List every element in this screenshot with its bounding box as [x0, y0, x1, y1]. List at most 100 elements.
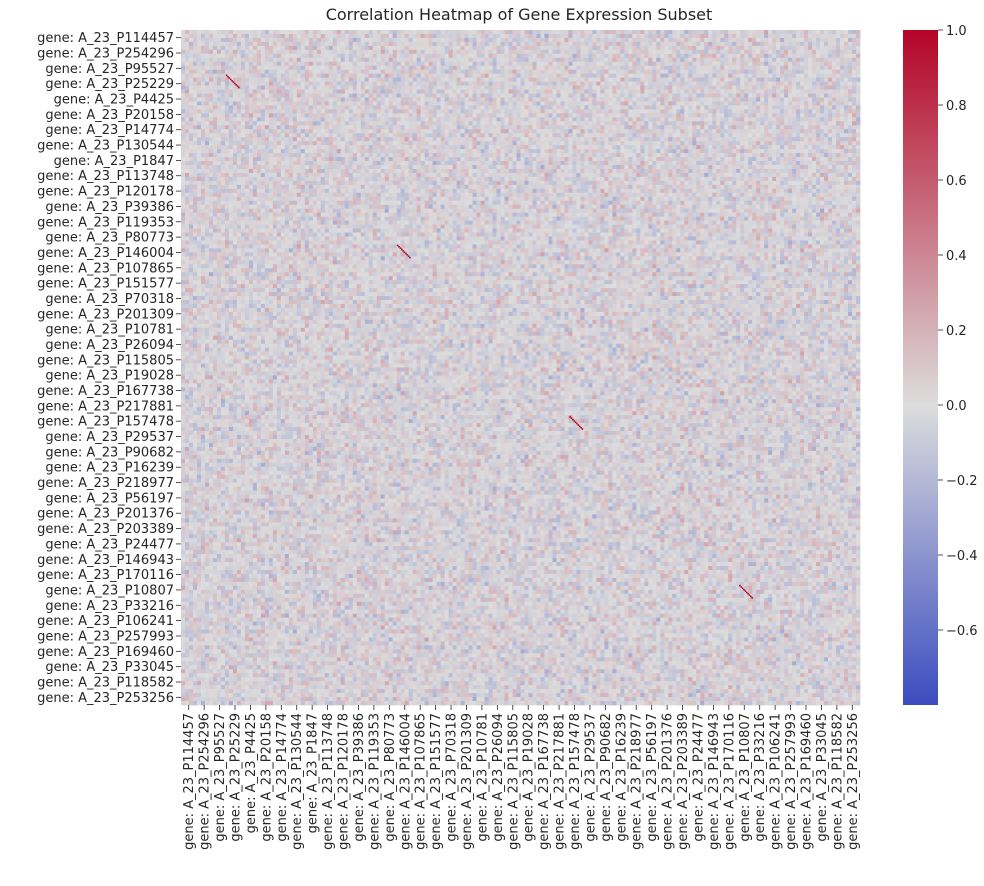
heatmap-cell: [404, 57, 410, 63]
heatmap-cell: [620, 45, 625, 51]
heatmap-cell: [644, 97, 649, 102]
heatmap-cell: [784, 85, 789, 90]
heatmap-cell: [308, 133, 314, 138]
heatmap-cell: [336, 69, 342, 75]
heatmap-cell: [740, 30, 745, 35]
heatmap-cell: [808, 81, 813, 86]
heatmap-cell: [696, 141, 701, 146]
heatmap-cell: [616, 41, 621, 47]
heatmap-cell: [524, 77, 529, 82]
heatmap-cell: [324, 41, 330, 47]
heatmap-cell: [244, 69, 250, 75]
heatmap-cell: [472, 141, 477, 146]
heatmap-cell: [524, 53, 529, 59]
heatmap-cell: [372, 57, 378, 63]
heatmap-cell: [224, 30, 230, 35]
heatmap-cell: [596, 109, 601, 114]
heatmap-cell: [832, 57, 837, 63]
heatmap-cell: [308, 41, 314, 47]
heatmap-cell: [684, 33, 689, 39]
heatmap-cell: [324, 37, 330, 43]
heatmap-cell: [460, 141, 465, 146]
heatmap-cell: [656, 53, 661, 59]
heatmap-cell: [288, 53, 294, 59]
heatmap-cell: [796, 77, 801, 82]
heatmap-cell: [564, 85, 569, 90]
heatmap-cell: [828, 97, 833, 102]
heatmap-cell: [212, 33, 218, 39]
heatmap-cell: [360, 49, 366, 55]
heatmap-cell: [284, 121, 290, 126]
heatmap-cell: [200, 129, 206, 134]
heatmap-cell: [856, 77, 861, 82]
heatmap-cell: [556, 137, 561, 142]
heatmap-cell: [820, 89, 825, 94]
heatmap-cell: [788, 81, 793, 86]
heatmap-cell: [380, 105, 386, 110]
heatmap-cell: [284, 113, 290, 118]
heatmap-cell: [504, 89, 509, 94]
heatmap-cell: [352, 97, 358, 102]
heatmap-cell: [564, 101, 569, 106]
heatmap-cell: [324, 73, 330, 78]
heatmap-cell: [348, 89, 354, 94]
heatmap-cell: [568, 93, 573, 98]
heatmap-cell: [248, 97, 254, 102]
heatmap-cell: [300, 117, 306, 122]
heatmap-cell: [580, 125, 585, 130]
heatmap-cell: [780, 129, 785, 134]
heatmap-cell: [624, 109, 629, 114]
heatmap-cell: [632, 137, 637, 142]
heatmap-cell: [464, 33, 469, 39]
heatmap-cell: [632, 105, 637, 110]
heatmap-cell: [672, 133, 677, 138]
heatmap-cell: [636, 65, 641, 71]
heatmap-cell: [672, 85, 677, 90]
heatmap-cell: [840, 85, 845, 90]
heatmap-cell: [324, 137, 330, 142]
heatmap-cell: [708, 53, 713, 59]
heatmap-cell: [444, 109, 449, 114]
heatmap-cell: [812, 113, 817, 118]
heatmap-cell: [712, 33, 717, 39]
heatmap-cell: [184, 137, 190, 142]
heatmap-cell: [696, 85, 701, 90]
heatmap-cell: [688, 133, 693, 138]
heatmap-cell: [276, 101, 282, 106]
heatmap-cell: [192, 73, 198, 78]
heatmap-cell: [544, 113, 549, 118]
heatmap-cell: [684, 85, 689, 90]
heatmap-cell: [336, 53, 342, 59]
heatmap-cell: [560, 73, 565, 78]
heatmap-cell: [608, 53, 613, 59]
heatmap-cell: [712, 141, 717, 146]
heatmap-cell: [792, 141, 797, 146]
heatmap-cell: [364, 85, 370, 90]
heatmap-cell: [232, 85, 238, 90]
heatmap-cell: [344, 49, 350, 55]
heatmap-cell: [644, 129, 649, 134]
heatmap-cell: [200, 37, 206, 43]
heatmap-cell: [440, 61, 445, 67]
heatmap-cell: [540, 65, 545, 71]
heatmap-cell: [232, 105, 238, 110]
heatmap-cell: [732, 117, 737, 122]
heatmap-cell: [404, 89, 410, 94]
heatmap-cell: [264, 77, 270, 82]
heatmap-cell: [784, 41, 789, 47]
heatmap-cell: [400, 65, 406, 71]
heatmap-cell: [181, 121, 186, 126]
heatmap-cell: [584, 121, 589, 126]
heatmap-cell: [708, 77, 713, 82]
heatmap-cell: [368, 61, 374, 67]
heatmap-cell: [832, 129, 837, 134]
heatmap-cell: [344, 93, 350, 98]
heatmap-cell: [524, 101, 529, 106]
heatmap-cell: [368, 105, 374, 110]
heatmap-cell: [652, 37, 657, 43]
heatmap-cell: [272, 57, 278, 63]
heatmap-cell: [420, 137, 425, 142]
heatmap-cell: [364, 61, 370, 67]
heatmap-cell: [744, 133, 749, 138]
heatmap-cell: [732, 30, 737, 35]
